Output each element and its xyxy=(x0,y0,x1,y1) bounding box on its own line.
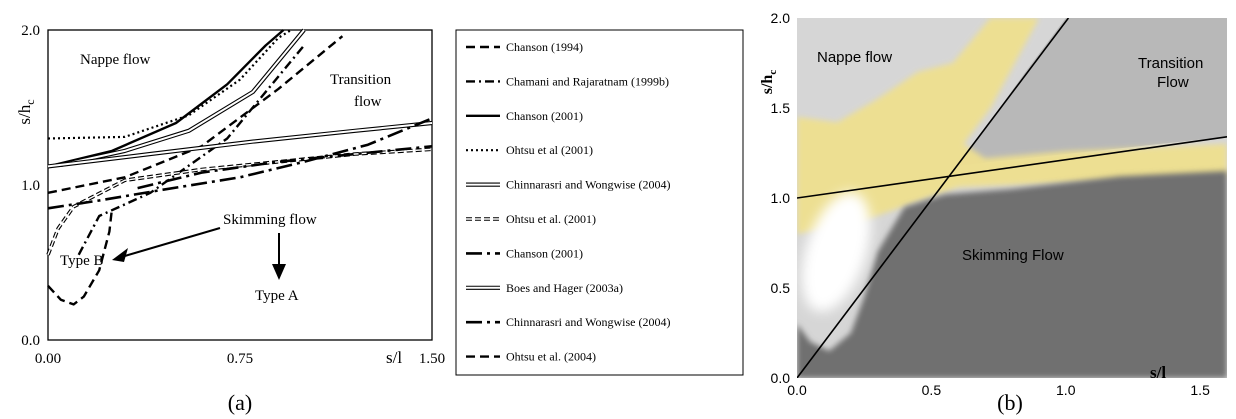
panel-a-type-a-label: Type A xyxy=(255,288,299,304)
panel-a-x-axis-label: s/l xyxy=(386,348,402,367)
legend-frame xyxy=(455,29,744,376)
panel-a-y-axis-label-main: s/h xyxy=(15,104,34,124)
legend-label-9: Chinnarasri and Wongwise (2004) xyxy=(506,315,670,329)
series-line-8-boes-and-hager-2003a xyxy=(47,120,433,169)
legend-label-3: Chanson (2001) xyxy=(506,109,583,123)
legend-label-5: Chinnarasri and Wongwise (2004) xyxy=(506,178,670,192)
panel-b-x-tick-1: 0.0 xyxy=(787,382,807,398)
legend-label-7: Chanson (2001) xyxy=(506,246,583,260)
legend-item-9: Chinnarasri and Wongwise (2004) xyxy=(466,315,670,329)
panel-b: Nappe flow Transition Flow Skimming Flow… xyxy=(759,10,1227,415)
panel-b-y-axis-label-sub: c xyxy=(767,70,779,75)
panel-b-plot-area xyxy=(797,18,1227,378)
legend-item-4: Ohtsu et al (2001) xyxy=(466,143,593,157)
panel-b-transition-label-1: Transition xyxy=(1138,55,1203,72)
panel-a-y-axis-label-sub: c xyxy=(23,99,37,104)
panel-b-y-axis-label-main: s/h xyxy=(759,75,776,95)
panel-b-x-tick-2: 0.5 xyxy=(922,382,942,398)
panel-b-skimming-label: Skimming Flow xyxy=(962,247,1064,264)
panel-a-tick-labels: 0.00 0.75 1.50 0.0 1.0 2.0 xyxy=(21,23,445,367)
legend-item-8: Boes and Hager (2003a) xyxy=(466,281,623,295)
panel-b-x-axis-label: s/l xyxy=(1150,363,1166,382)
panel-a-arrow-type-b xyxy=(117,227,221,259)
legend-item-10: Ohtsu et al. (2004) xyxy=(466,350,596,364)
series-line-2-chamani-and-rajaratnam-1999b xyxy=(77,44,305,256)
legend-item-7: Chanson (2001) xyxy=(466,246,583,260)
legend-item-2: Chamani and Rajaratnam (1999b) xyxy=(466,74,669,88)
series-line-10-ohtsu-et-al-2004 xyxy=(47,208,114,306)
series-line-4-ohtsu-et-al-2001 xyxy=(47,29,292,140)
legend-label-1: Chanson (1994) xyxy=(506,40,583,54)
legend-item-5: Chinnarasri and Wongwise (2004) xyxy=(466,178,670,192)
panel-b-caption: (b) xyxy=(997,390,1023,415)
panel-b-y-tick-5: 2.0 xyxy=(771,10,791,26)
panel-a-y-tick-1: 0.0 xyxy=(21,333,40,349)
panel-b-x-tick-4: 1.5 xyxy=(1190,382,1210,398)
panel-b-nappe-label: Nappe flow xyxy=(817,49,892,66)
series-line-3-chanson-2001 xyxy=(47,29,285,168)
panel-a-arrow-type-b-head xyxy=(112,248,128,262)
panel-b-line-boundary xyxy=(797,136,1227,199)
panel-a-x-tick-1: 0.00 xyxy=(35,351,61,367)
panel-a-transition-label-1: Transition xyxy=(330,72,392,88)
panel-b-x-tick-3: 1.0 xyxy=(1056,382,1076,398)
panel-a-caption: (a) xyxy=(228,390,252,415)
series-line-5-chinnarasri-and-wongwise-2004 xyxy=(60,28,306,167)
panel-a-legend: Chanson (1994) Chamani and Rajaratnam (19… xyxy=(455,29,744,376)
panel-b-white-scatter-cluster xyxy=(801,192,871,312)
series-line-6-ohtsu-et-al-2001 xyxy=(46,147,433,256)
panel-b-y-tick-1: 0.0 xyxy=(771,370,791,386)
panel-a-arrow-type-a-head xyxy=(272,264,286,280)
legend-label-4: Ohtsu et al (2001) xyxy=(506,143,593,157)
panel-a-y-tick-3: 2.0 xyxy=(21,23,40,39)
panel-a-transition-label-2: flow xyxy=(354,94,382,110)
panel-b-skimming-region xyxy=(797,171,1227,378)
series-line-7-chanson-2001 xyxy=(137,145,433,190)
panel-b-line-diagonal xyxy=(797,18,1070,378)
legend-items: Chanson (1994) Chamani and Rajaratnam (19… xyxy=(466,40,670,364)
legend-item-3: Chanson (2001) xyxy=(466,109,583,123)
panel-b-y-tick-4: 1.5 xyxy=(771,100,791,116)
legend-item-1: Chanson (1994) xyxy=(466,40,583,54)
panel-b-tick-labels: 0.0 0.5 1.0 1.5 0.0 0.5 1.0 1.5 2.0 xyxy=(771,10,1211,398)
legend-label-10: Ohtsu et al. (2004) xyxy=(506,350,596,364)
panel-a-type-b-label: Type B xyxy=(60,253,104,269)
legend-label-8: Boes and Hager (2003a) xyxy=(506,281,623,295)
panel-b-y-tick-3: 1.0 xyxy=(771,190,791,206)
panel-b-y-axis-label: s/hc xyxy=(759,70,779,95)
panel-b-transition-region xyxy=(958,18,1227,166)
panel-a-x-tick-3: 1.50 xyxy=(419,351,445,367)
legend-label-6: Ohtsu et al. (2001) xyxy=(506,212,596,226)
panel-b-transition-label-2: Flow xyxy=(1157,74,1189,91)
legend-item-6: Ohtsu et al. (2001) xyxy=(466,212,596,226)
panel-a-series-group xyxy=(46,28,433,306)
panel-a: 0.00 0.75 1.50 0.0 1.0 2.0 Nappe flow Transit… xyxy=(15,23,445,415)
svg-text:s/hc: s/hc xyxy=(15,99,37,124)
series-line-9-chinnarasri-and-wongwise-2004 xyxy=(47,117,433,210)
panel-a-skimming-label: Skimming flow xyxy=(223,212,317,228)
panel-b-y-tick-2: 0.5 xyxy=(771,280,791,296)
svg-text:s/hc: s/hc xyxy=(759,70,779,95)
panel-a-plot-frame xyxy=(47,29,433,341)
panel-a-x-tick-2: 0.75 xyxy=(227,351,253,367)
legend-label-2: Chamani and Rajaratnam (1999b) xyxy=(506,74,669,88)
panel-a-y-axis-label: s/hc xyxy=(15,99,37,124)
panel-a-nappe-label: Nappe flow xyxy=(80,52,151,68)
panel-a-y-tick-2: 1.0 xyxy=(21,178,40,194)
